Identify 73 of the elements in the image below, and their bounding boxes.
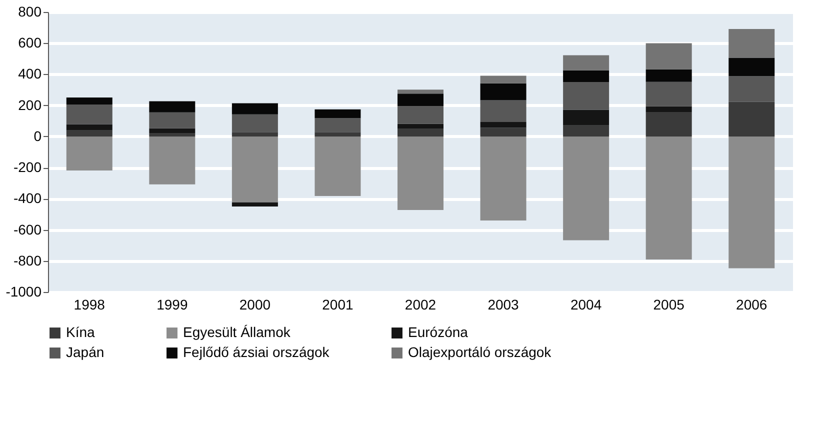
legend-label: Olajexportáló országok xyxy=(408,344,552,360)
bar xyxy=(728,76,775,102)
bar xyxy=(563,110,610,126)
y-tick-label: 800 xyxy=(18,4,42,20)
bar xyxy=(480,83,526,100)
y-tick-label: -400 xyxy=(13,190,42,206)
y-tick-label: 600 xyxy=(18,34,42,51)
legend-label: Fejlődő ázsiai országok xyxy=(183,344,330,360)
bar xyxy=(480,76,526,84)
x-tick-label: 2001 xyxy=(322,296,354,312)
bar xyxy=(232,103,278,114)
x-tick-label: 2004 xyxy=(570,296,602,312)
bar xyxy=(398,128,444,136)
bar xyxy=(728,136,775,268)
x-tick-label: 1998 xyxy=(74,296,106,312)
bar xyxy=(314,136,361,196)
bar xyxy=(149,136,196,184)
bar xyxy=(66,98,112,105)
x-tick-label: 2003 xyxy=(488,296,520,312)
bar xyxy=(314,109,361,118)
x-tick-label: 2006 xyxy=(736,296,768,312)
bar xyxy=(66,130,112,136)
bar xyxy=(646,82,692,106)
bar xyxy=(480,100,526,122)
bar xyxy=(398,136,444,210)
bar xyxy=(232,136,278,202)
bar xyxy=(563,82,610,110)
bar xyxy=(66,124,112,130)
bar xyxy=(646,136,692,260)
legend-label: Japán xyxy=(66,344,104,360)
bar xyxy=(728,28,775,58)
bar xyxy=(480,122,526,128)
bar xyxy=(563,125,610,136)
bar xyxy=(480,128,526,136)
y-tick-label: 200 xyxy=(18,96,42,113)
y-tick-label: -1000 xyxy=(6,284,42,300)
bar xyxy=(728,58,775,76)
x-tick-label: 2005 xyxy=(653,296,685,312)
bar xyxy=(232,114,278,132)
bar xyxy=(149,128,196,134)
bar xyxy=(149,112,196,128)
bar xyxy=(398,90,444,94)
bar xyxy=(149,133,196,136)
bar xyxy=(314,132,361,136)
y-tick-label: -200 xyxy=(13,159,42,176)
y-tick-label: 0 xyxy=(34,128,42,144)
x-tick-label: 1999 xyxy=(156,296,188,312)
y-tick-label: -800 xyxy=(13,252,42,268)
bar xyxy=(646,69,692,82)
bar xyxy=(646,106,692,112)
legend-label: Egyesült Államok xyxy=(183,324,292,340)
bar xyxy=(232,202,278,206)
bar xyxy=(232,132,278,136)
bar xyxy=(563,55,610,70)
x-tick-label: 2002 xyxy=(404,296,436,312)
bar xyxy=(646,112,692,136)
bar xyxy=(480,136,526,220)
legend-label: Kína xyxy=(66,324,96,340)
bar xyxy=(563,136,610,240)
y-tick-label: -600 xyxy=(13,221,42,238)
y-tick-label: 400 xyxy=(18,66,42,82)
bar xyxy=(398,124,444,129)
bar xyxy=(66,136,112,171)
bar xyxy=(563,70,610,82)
bar xyxy=(149,101,196,112)
bar xyxy=(728,102,775,136)
bar xyxy=(314,118,361,132)
bar xyxy=(398,94,444,106)
bar xyxy=(646,43,692,70)
legend-label: Eurózóna xyxy=(408,324,468,340)
x-tick-label: 2000 xyxy=(239,296,271,312)
bar xyxy=(398,106,444,124)
bar xyxy=(66,104,112,124)
